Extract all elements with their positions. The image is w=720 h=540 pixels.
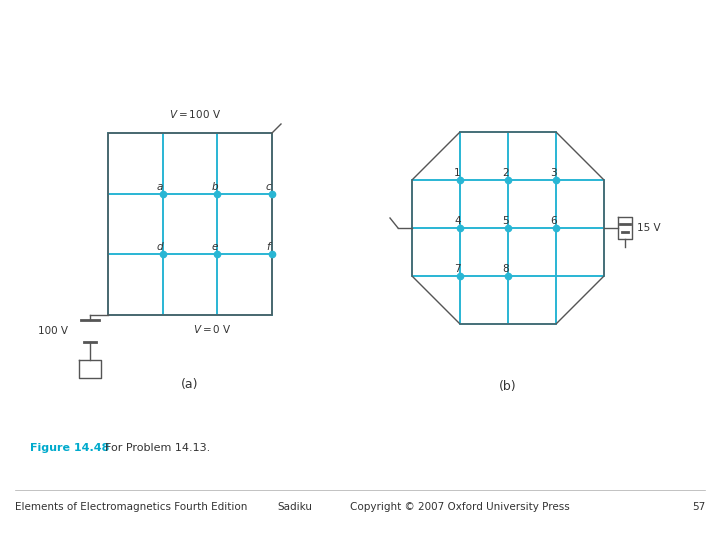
Text: 4: 4: [454, 216, 461, 226]
Text: a: a: [157, 181, 163, 192]
Text: 8: 8: [502, 264, 508, 274]
Text: For Problem 14.13.: For Problem 14.13.: [98, 443, 210, 453]
Text: 1: 1: [454, 168, 461, 178]
Text: (b): (b): [499, 380, 517, 393]
Text: 7: 7: [454, 264, 461, 274]
Text: Copyright © 2007 Oxford University Press: Copyright © 2007 Oxford University Press: [350, 502, 570, 512]
Text: 5: 5: [502, 216, 508, 226]
Text: c: c: [266, 181, 271, 192]
Text: 2: 2: [502, 168, 508, 178]
Text: f: f: [266, 242, 269, 252]
Text: d: d: [157, 242, 163, 252]
Text: 3: 3: [550, 168, 557, 178]
Text: 100 V: 100 V: [38, 326, 68, 336]
Text: $V = 0\ \mathrm{V}$: $V = 0\ \mathrm{V}$: [192, 323, 231, 335]
Text: e: e: [212, 242, 217, 252]
Text: b: b: [212, 181, 218, 192]
Text: $V = 100\ \mathrm{V}$: $V = 100\ \mathrm{V}$: [169, 108, 221, 120]
Text: Elements of Electromagnetics Fourth Edition: Elements of Electromagnetics Fourth Edit…: [15, 502, 248, 512]
Text: Sadiku: Sadiku: [277, 502, 312, 512]
Text: 6: 6: [550, 216, 557, 226]
Text: 57: 57: [692, 502, 705, 512]
Text: Figure 14.48: Figure 14.48: [30, 443, 109, 453]
Text: 15 V: 15 V: [637, 223, 661, 233]
Text: (a): (a): [181, 378, 199, 391]
